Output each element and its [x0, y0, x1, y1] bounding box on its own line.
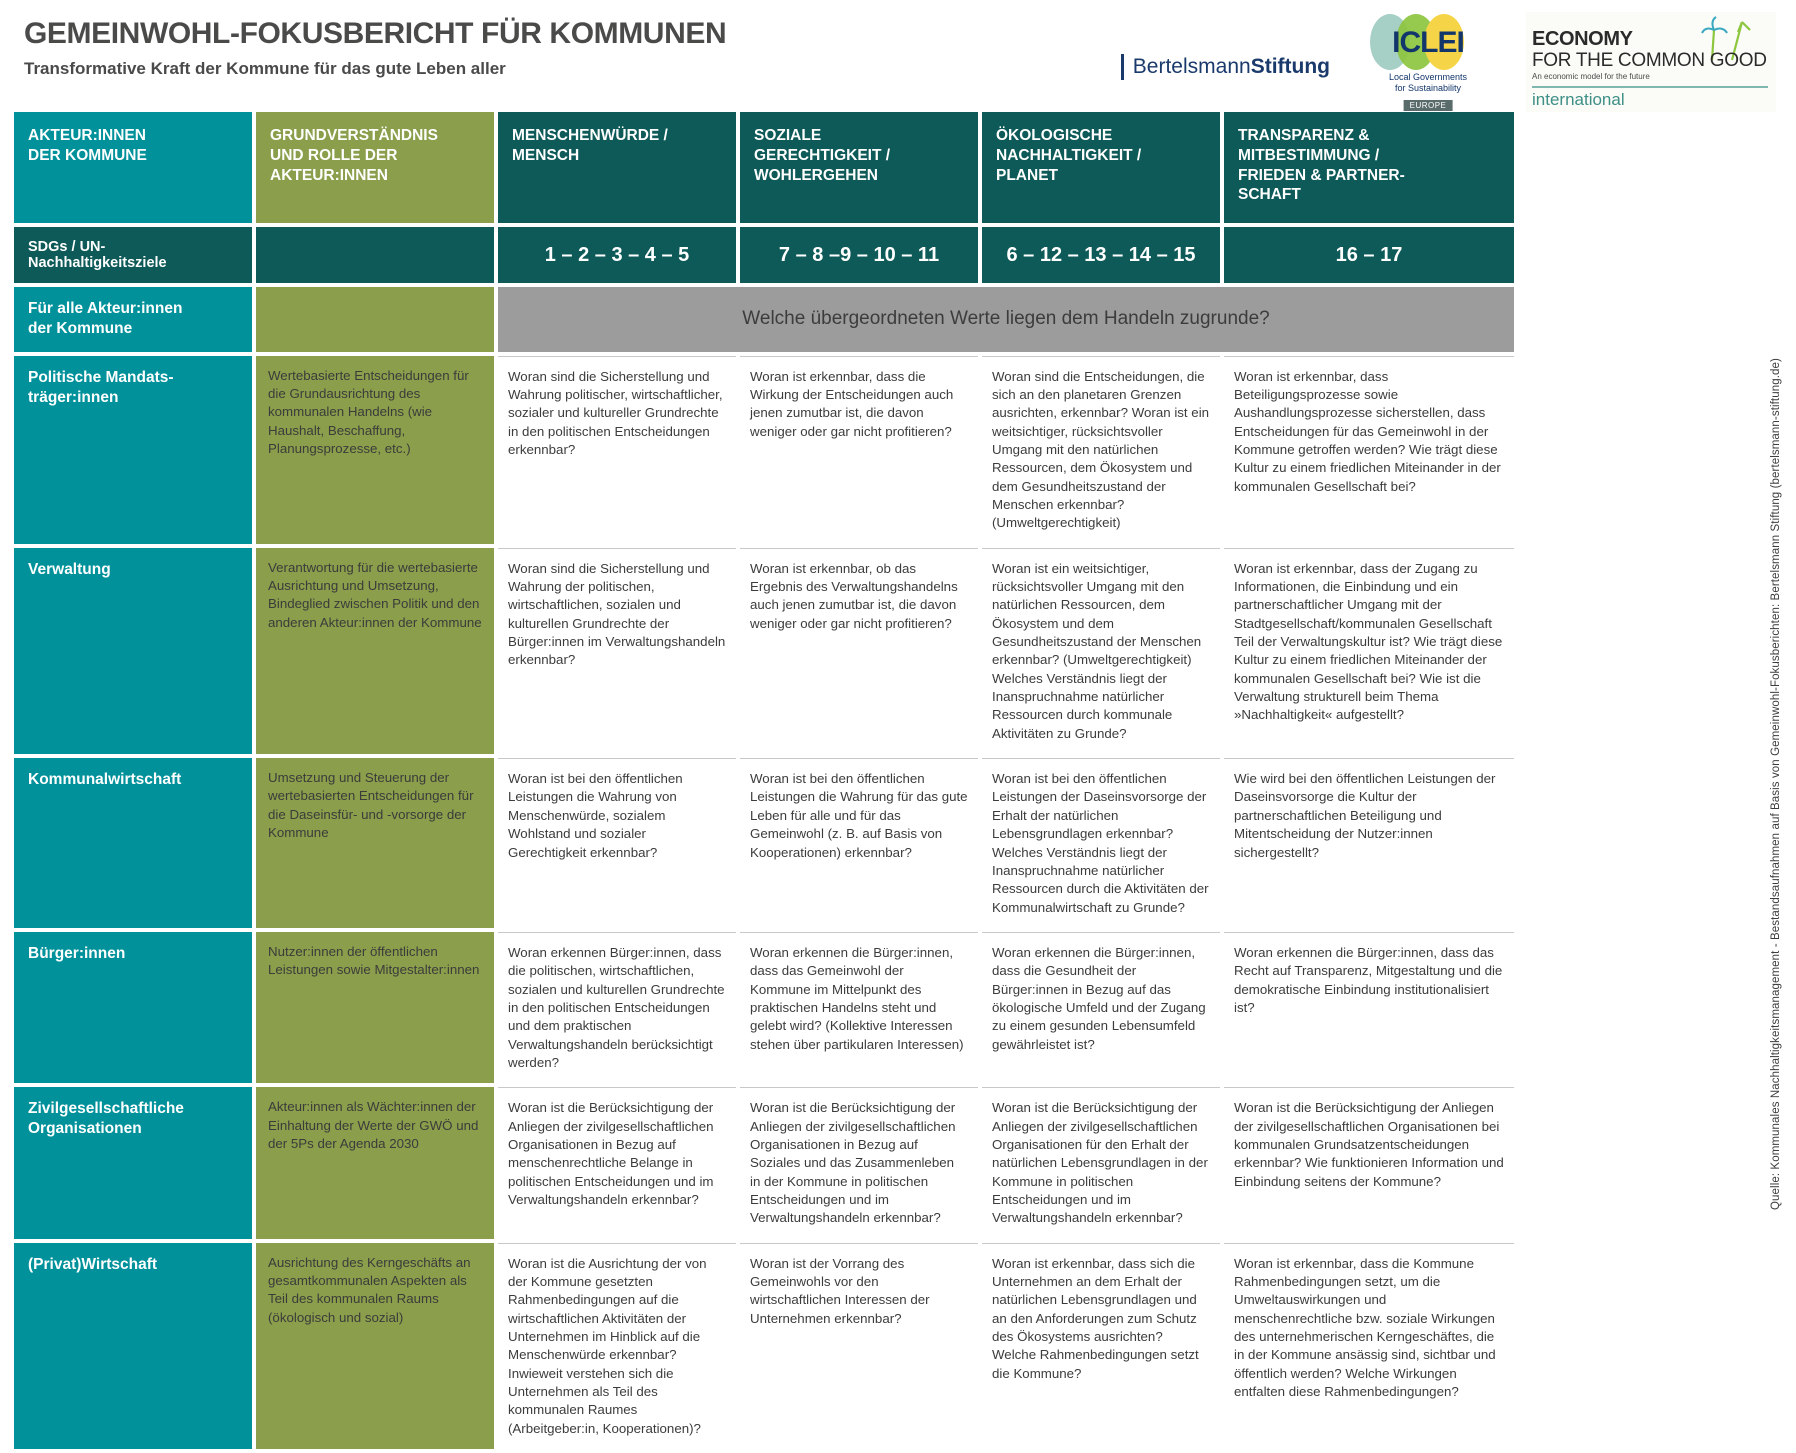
- row-actor-label: Zivilgesellschaftliche Organisationen: [14, 1087, 252, 1239]
- sdg-row-spacer: [256, 227, 494, 284]
- column-header-dimension-4: TRANSPARENZ & MITBESTIMMUNG / FRIEDEN & PA…: [1224, 112, 1514, 224]
- bertelsmann-bold: Stiftung: [1250, 55, 1330, 78]
- band-row-label: Für alle Akteur:innen der Kommune: [14, 287, 252, 352]
- iclei-blob-yellow-icon: [1424, 14, 1464, 70]
- iclei-europe-badge: EUROPE: [1403, 100, 1453, 111]
- band-row-spacer: [256, 287, 494, 352]
- matrix-row: Politische Mandats-träger:innen Wertebasi…: [14, 355, 1514, 544]
- row-actor-label: Kommunalwirtschaft: [14, 758, 252, 928]
- matrix-cell: Woran ist erkennbar, dass sich die Unter…: [982, 1242, 1220, 1450]
- matrix-cell: Woran ist die Berücksichtigung der Anlie…: [982, 1087, 1220, 1239]
- matrix-cell: Woran ist der Vorrang des Gemeinwohls vo…: [740, 1242, 978, 1450]
- iclei-tagline-line2: for Sustainability: [1394, 83, 1462, 94]
- page-header: GEMEINWOHL-FOKUSBERICHT FÜR KOMMUNEN Tra…: [0, 0, 1796, 112]
- matrix-cell: Woran sind die Sicherstellung und Wahrun…: [498, 547, 736, 755]
- page-title: GEMEINWOHL-FOKUSBERICHT FÜR KOMMUNEN: [24, 17, 727, 50]
- matrix-cell: Woran ist bei den öffentlichen Leistunge…: [498, 758, 736, 928]
- column-header-basis: GRUNDVERSTÄNDNIS UND ROLLE DER AKTEUR:INNE…: [256, 112, 494, 224]
- iclei-wordmark: ICLEI: [1392, 26, 1465, 59]
- bertelsmann-bar-icon: [1120, 54, 1124, 80]
- iclei-tagline-line1: Local Governments: [1388, 72, 1468, 82]
- matrix-cell: Woran ist erkennbar, dass die Kommune Ra…: [1224, 1242, 1514, 1450]
- matrix-cell: Woran ist erkennbar, dass Beteiligungspr…: [1224, 355, 1514, 544]
- column-header-actors: AKTEUR:INNEN DER KOMMUNE: [14, 112, 252, 224]
- row-basis-text: Verantwortung für die wertebasierte Ausr…: [256, 547, 494, 755]
- matrix-cell: Woran ist erkennbar, dass die Wirkung de…: [740, 355, 978, 544]
- ecg-line4: international: [1532, 90, 1625, 109]
- sdg-row: SDGs / UN-Nachhaltigkeitsziele 1 – 2 – 3 …: [14, 227, 1514, 284]
- row-actor-label: (Privat)Wirtschaft: [14, 1242, 252, 1450]
- matrix-cell: Woran erkennen die Bürger:innen, dass da…: [740, 931, 978, 1084]
- iclei-tagline: Local Governments for Sustainability: [1364, 72, 1492, 95]
- row-basis-text: Umsetzung und Steuerung der wertebasiert…: [256, 758, 494, 928]
- bertelsmann-light: Bertelsmann: [1132, 55, 1251, 78]
- iclei-logo: ICLEI Local Governments for Sustainabili…: [1364, 10, 1492, 111]
- ecg-line1: ECONOMY: [1532, 28, 1633, 50]
- iclei-blobs-icon: [1364, 10, 1492, 72]
- row-actor-label: Politische Mandats-träger:innen: [14, 355, 252, 544]
- header-titles: GEMEINWOHL-FOKUSBERICHT FÜR KOMMUNEN Tra…: [24, 17, 727, 78]
- matrix-row: Kommunalwirtschaft Umsetzung und Steuerun…: [14, 758, 1514, 928]
- gemeinwohl-matrix: AKTEUR:INNEN DER KOMMUNE GRUNDVERSTÄNDNIS U…: [14, 112, 1514, 1453]
- matrix-row: Zivilgesellschaftliche Organisationen Akte…: [14, 1087, 1514, 1239]
- economy-for-the-common-good-logo: ECONOMY FOR THE COMMON GOOD An economic …: [1526, 12, 1776, 112]
- ecg-line3: An economic model for the future: [1532, 72, 1650, 81]
- matrix-cell: Woran ist die Berücksichtigung der Anlie…: [1224, 1087, 1514, 1239]
- matrix-row: Verwaltung Verantwortung für die wertebas…: [14, 547, 1514, 755]
- row-actor-label: Verwaltung: [14, 547, 252, 755]
- matrix-cell: Woran erkennen die Bürger:innen, dass da…: [1224, 931, 1514, 1084]
- matrix-cell: Woran sind die Sicherstellung und Wahrun…: [498, 355, 736, 544]
- matrix-row: Bürger:innen Nutzer:innen der öffentliche…: [14, 931, 1514, 1084]
- column-header-dimension-2: SOZIALE GERECHTIGKEIT / WOHLERGEHEN: [740, 112, 978, 224]
- ecg-plant-icon: [1701, 16, 1751, 61]
- bertelsmann-stiftung-logo: BertelsmannStiftung: [1120, 54, 1330, 80]
- column-header-dimension-1: MENSCHENWÜRDE / MENSCH: [498, 112, 736, 224]
- row-basis-text: Ausrichtung des Kerngeschäfts an gesamtk…: [256, 1242, 494, 1450]
- ecg-divider: [1532, 86, 1768, 88]
- bertelsmann-wordmark: BertelsmannStiftung: [1133, 55, 1330, 79]
- matrix-cell: Woran ist erkennbar, ob das Ergebnis des…: [740, 547, 978, 755]
- row-basis-text: Wertebasierte Entscheidungen für die Gru…: [256, 355, 494, 544]
- page-subtitle: Transformative Kraft der Kommune für das…: [24, 58, 506, 78]
- matrix-cell: Woran erkennen die Bürger:innen, dass di…: [982, 931, 1220, 1084]
- matrix-cell: Woran erkennen Bürger:innen, dass die po…: [498, 931, 736, 1084]
- sdg-values-1: 1 – 2 – 3 – 4 – 5: [498, 227, 736, 284]
- sdg-values-4: 16 – 17: [1224, 227, 1514, 284]
- row-basis-text: Akteur:innen als Wächter:innen der Einha…: [256, 1087, 494, 1239]
- sdg-row-label: SDGs / UN-Nachhaltigkeitsziele: [14, 227, 252, 284]
- matrix-cell: Woran sind die Entscheidungen, die sich …: [982, 355, 1220, 544]
- all-actors-band-row: Für alle Akteur:innen der Kommune Welche ü…: [14, 287, 1514, 352]
- matrix-cell: Woran ist erkennbar, dass der Zugang zu …: [1224, 547, 1514, 755]
- row-actor-label: Bürger:innen: [14, 931, 252, 1084]
- header-logos: BertelsmannStiftung ICLEI Local Governme…: [1120, 8, 1776, 112]
- matrix-cell: Woran ist die Berücksichtigung der Anlie…: [498, 1087, 736, 1239]
- matrix-cell: Woran ist bei den öffentlichen Leistunge…: [740, 758, 978, 928]
- matrix-row: (Privat)Wirtschaft Ausrichtung des Kernge…: [14, 1242, 1514, 1450]
- matrix-cell: Wie wird bei den öffentlichen Leistungen…: [1224, 758, 1514, 928]
- matrix-cell: Woran ist bei den öffentlichen Leistunge…: [982, 758, 1220, 928]
- source-note: Quelle: Kommunales Nachhaltigkeitsmanage…: [1770, 358, 1782, 1210]
- sdg-values-3: 6 – 12 – 13 – 14 – 15: [982, 227, 1220, 284]
- ecg-line2: FOR THE COMMON GOOD: [1532, 50, 1767, 71]
- band-row-question: Welche übergeordneten Werte liegen dem H…: [498, 287, 1514, 352]
- matrix-cell: Woran ist die Berücksichtigung der Anlie…: [740, 1087, 978, 1239]
- sdg-values-2: 7 – 8 –9 – 10 – 11: [740, 227, 978, 284]
- row-basis-text: Nutzer:innen der öffentlichen Leistungen…: [256, 931, 494, 1084]
- matrix-cell: Woran ist ein weitsichtiger, rücksichtsv…: [982, 547, 1220, 755]
- matrix-cell: Woran ist die Ausrichtung der von der Ko…: [498, 1242, 736, 1450]
- matrix-header-row: AKTEUR:INNEN DER KOMMUNE GRUNDVERSTÄNDNIS U…: [14, 112, 1514, 224]
- column-header-dimension-3: ÖKOLOGISCHE NACHHALTIGKEIT / PLANET: [982, 112, 1220, 224]
